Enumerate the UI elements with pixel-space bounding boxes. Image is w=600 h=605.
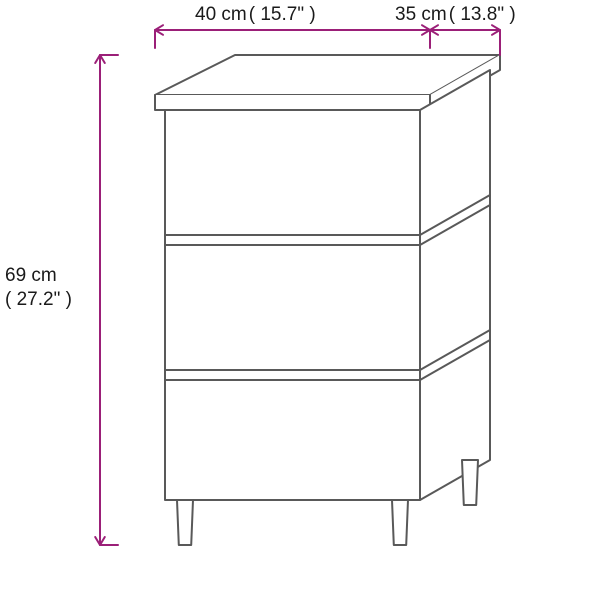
height-cm: 69 cm: [5, 265, 57, 287]
width-in: ( 15.7" ): [249, 4, 316, 26]
depth-in: ( 13.8" ): [449, 4, 516, 26]
width-label: 40 cm ( 15.7" ): [195, 4, 316, 26]
height-in: ( 27.2" ): [5, 289, 72, 311]
width-cm: 40 cm: [195, 4, 247, 26]
diagram-stage: 40 cm ( 15.7" ) 35 cm ( 13.8" ) 69 cm ( …: [0, 0, 600, 600]
depth-label: 35 cm ( 13.8" ): [395, 4, 516, 26]
depth-cm: 35 cm: [395, 4, 447, 26]
diagram-svg: [0, 0, 600, 600]
height-label: 69 cm ( 27.2" ): [5, 265, 72, 311]
